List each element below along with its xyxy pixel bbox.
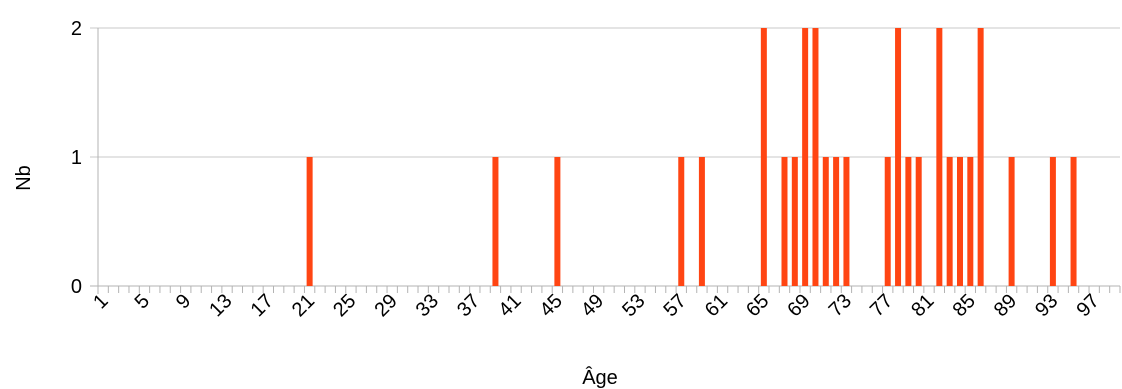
x-tick-label-73: 73: [825, 290, 856, 321]
bar-age-79: [905, 157, 912, 286]
bar-age-80: [915, 157, 922, 286]
x-tick-label-61: 61: [701, 290, 732, 321]
bar-age-95: [1070, 157, 1077, 286]
x-tick-label-13: 13: [205, 290, 236, 321]
bar-age-21: [306, 157, 313, 286]
bar-age-45: [554, 157, 561, 286]
bar-age-67: [781, 157, 788, 286]
x-tick-label-33: 33: [412, 290, 443, 321]
x-tick-label-9: 9: [172, 290, 195, 313]
y-tick-label-0: 0: [71, 276, 82, 298]
x-tick-label-81: 81: [907, 290, 938, 321]
x-axis: 1 5 9 13 17 21 25 29 33 37 41 45 49 53 57 61 65 69 73 77 81 8…: [89, 286, 1121, 321]
bar-age-39: [492, 157, 499, 286]
x-tick-label-93: 93: [1031, 290, 1062, 321]
x-tick-label-69: 69: [783, 290, 814, 321]
x-tick-label-21: 21: [288, 290, 319, 321]
x-tick-label-45: 45: [536, 290, 567, 321]
bar-age-71: [822, 157, 829, 286]
x-tick-label-41: 41: [494, 290, 525, 321]
bar-age-57: [678, 157, 685, 286]
bar-age-86: [977, 28, 984, 286]
bar-age-70: [812, 28, 819, 286]
bar-age-68: [791, 157, 798, 286]
bar-age-93: [1049, 157, 1056, 286]
x-tick-label-17: 17: [247, 290, 278, 321]
bar-age-69: [802, 28, 809, 286]
y-axis-title: Nb: [13, 165, 35, 191]
x-tick-label-97: 97: [1072, 290, 1103, 321]
x-tick-label-29: 29: [370, 290, 401, 321]
bar-age-77: [884, 157, 891, 286]
x-tick-label-5: 5: [131, 290, 154, 313]
bar-age-85: [967, 157, 974, 286]
x-tick-label-77: 77: [866, 290, 897, 321]
x-tick-label-37: 37: [453, 290, 484, 321]
x-axis-title: Âge: [582, 366, 618, 389]
bar-age-82: [936, 28, 943, 286]
y-tick-label-2: 2: [71, 18, 82, 40]
bar-age-59: [698, 157, 705, 286]
x-tick-label-85: 85: [949, 290, 980, 321]
bar-age-65: [760, 28, 767, 286]
bar-age-89: [1008, 157, 1015, 286]
gridlines: [90, 27, 1120, 287]
bar-age-78: [895, 28, 902, 286]
bar-age-83: [946, 157, 953, 286]
x-tick-label-57: 57: [660, 290, 691, 321]
bar-age-72: [833, 157, 840, 286]
y-axis: 0 1 2: [71, 18, 99, 298]
x-tick-label-25: 25: [329, 290, 360, 321]
y-tick-label-1: 1: [71, 147, 82, 169]
bar-age-84: [956, 157, 963, 286]
bar-age-73: [843, 157, 850, 286]
bars: [306, 28, 1077, 286]
x-tick-label-89: 89: [990, 290, 1021, 321]
x-tick-label-65: 65: [742, 290, 773, 321]
x-tick-label-1: 1: [89, 290, 112, 313]
x-tick-label-49: 49: [577, 290, 608, 321]
x-tick-label-53: 53: [618, 290, 649, 321]
